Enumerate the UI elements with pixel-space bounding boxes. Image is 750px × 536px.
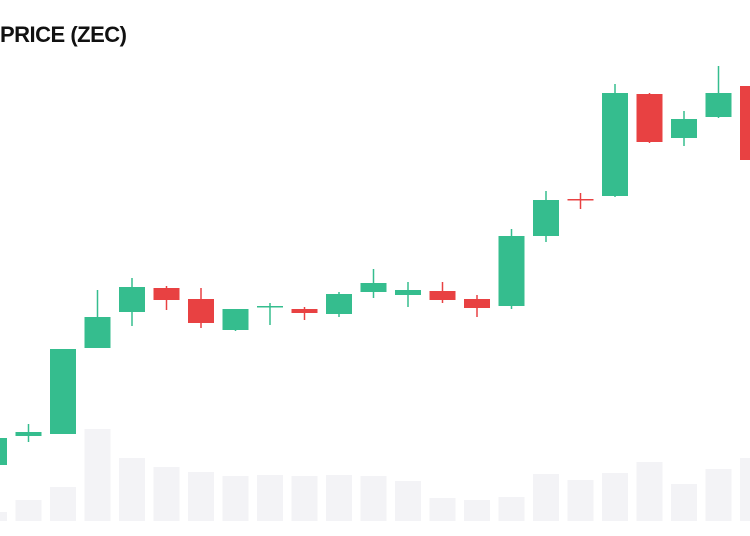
candle-body xyxy=(498,236,525,306)
volume-bar xyxy=(567,480,594,521)
volume-bar xyxy=(533,474,559,521)
volume-bar xyxy=(740,458,750,521)
candle-body xyxy=(429,291,456,300)
volume-bar xyxy=(0,512,7,521)
candle-body xyxy=(533,200,559,236)
candle-body xyxy=(705,93,732,117)
candle-body xyxy=(740,86,750,160)
candle-body xyxy=(360,283,387,292)
volume-bar xyxy=(429,498,456,521)
chart-title: PRICE (ZEC) xyxy=(0,22,127,47)
candle-body xyxy=(291,309,318,313)
candle-body xyxy=(15,432,42,436)
volume-bar xyxy=(705,469,732,521)
volume-bar xyxy=(464,500,490,521)
candle-body xyxy=(84,317,111,348)
volume-bar xyxy=(119,458,145,521)
volume-bar xyxy=(636,462,663,521)
candle-body xyxy=(602,93,628,196)
candle-body xyxy=(119,287,145,312)
candle-body xyxy=(50,349,76,434)
candle-body xyxy=(222,309,249,330)
candle-body xyxy=(257,306,283,308)
candle-body xyxy=(0,438,7,465)
candle-body xyxy=(188,299,214,323)
volume-bar xyxy=(602,473,628,521)
volume-bar xyxy=(360,476,387,521)
volume-bar xyxy=(50,487,76,521)
volume-bar xyxy=(222,476,249,521)
volume-bar xyxy=(671,484,697,521)
candle-body xyxy=(671,119,697,138)
candle-body xyxy=(636,94,663,142)
volume-bar xyxy=(498,497,525,521)
volume-bar xyxy=(15,500,42,521)
volume-bar xyxy=(153,467,180,521)
candle-body xyxy=(567,199,594,201)
volume-bar xyxy=(188,472,214,521)
candle-body xyxy=(326,294,352,314)
candle-body xyxy=(464,299,490,308)
candle-body xyxy=(395,290,421,295)
volume-bar xyxy=(257,475,283,521)
volume-bar xyxy=(291,476,318,521)
volume-bar xyxy=(326,475,352,521)
volume-bar xyxy=(84,429,111,521)
candle-body xyxy=(153,288,180,300)
volume-bar xyxy=(395,481,421,521)
